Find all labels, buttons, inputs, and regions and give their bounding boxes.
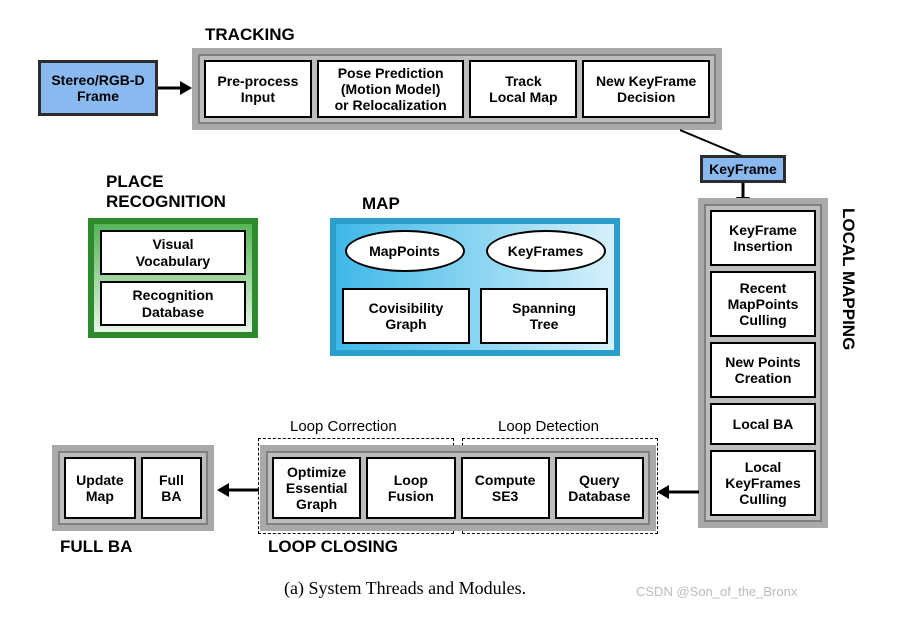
place-recognition-item-1: Recognition Database (100, 281, 246, 326)
local-mapping-item-2: New Points Creation (710, 342, 816, 398)
figure-caption: (a) System Threads and Modules. (284, 578, 526, 599)
place-recognition-item-0: Visual Vocabulary (100, 230, 246, 275)
tracking-item-1: Pose Prediction (Motion Model) or Reloca… (317, 60, 465, 118)
loop-closing-group: Optimize Essential Graph Loop Fusion Com… (260, 445, 656, 531)
local-mapping-item-1: Recent MapPoints Culling (710, 271, 816, 337)
tracking-item-0: Pre-process Input (204, 60, 312, 118)
local-mapping-item-0: KeyFrame Insertion (710, 210, 816, 266)
tracking-group: Pre-process Input Pose Prediction (Motio… (192, 48, 722, 130)
loop-detection-item-0: Compute SE3 (461, 457, 550, 519)
arrow-localmapping-to-loopclosing (655, 482, 700, 502)
tracking-item-3: New KeyFrame Decision (582, 60, 710, 118)
map-ellipse-0: MapPoints (345, 230, 465, 272)
map-group: MapPoints KeyFrames Covisibility Graph S… (330, 218, 620, 356)
loop-correction-label: Loop Correction (290, 418, 397, 435)
local-mapping-label: LOCAL MAPPING (838, 208, 858, 350)
place-recognition-group: Visual Vocabulary Recognition Database (88, 218, 258, 338)
loop-correction-item-0: Optimize Essential Graph (272, 457, 361, 519)
map-ellipse-1: KeyFrames (486, 230, 606, 272)
loop-detection-item-1: Query Database (555, 457, 644, 519)
tracking-item-2: Track Local Map (469, 60, 577, 118)
place-recognition-label: PLACE RECOGNITION (106, 172, 226, 212)
watermark: CSDN @Son_of_the_Bronx (636, 584, 797, 599)
keyframe-box: KeyFrame (700, 155, 786, 183)
local-mapping-item-4: Local KeyFrames Culling (710, 450, 816, 516)
loop-detection-label: Loop Detection (498, 418, 599, 435)
full-ba-item-0: Update Map (64, 457, 136, 519)
map-label: MAP (362, 194, 400, 214)
full-ba-group: Update Map Full BA (52, 445, 214, 531)
map-box-0: Covisibility Graph (342, 288, 470, 344)
input-frame-box: Stereo/RGB-D Frame (38, 60, 158, 116)
local-mapping-item-3: Local BA (710, 403, 816, 445)
arrow-loopclosing-to-fullba (215, 480, 260, 500)
full-ba-label: FULL BA (60, 537, 132, 557)
arrow-input-to-tracking (158, 78, 194, 102)
local-mapping-group: KeyFrame Insertion Recent MapPoints Cull… (698, 198, 828, 528)
tracking-label: TRACKING (205, 25, 295, 45)
loop-correction-item-1: Loop Fusion (366, 457, 455, 519)
map-box-1: Spanning Tree (480, 288, 608, 344)
full-ba-item-1: Full BA (141, 457, 202, 519)
loop-closing-label: LOOP CLOSING (268, 537, 398, 557)
